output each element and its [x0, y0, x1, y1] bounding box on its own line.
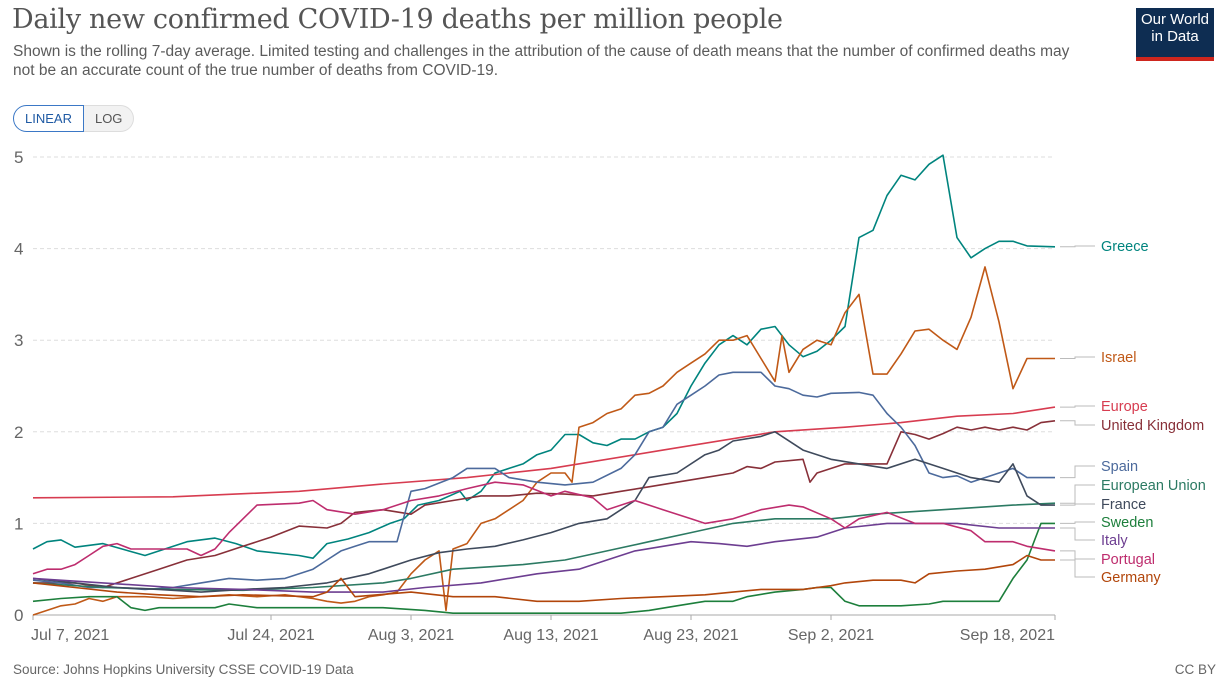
- log-button[interactable]: LOG: [83, 105, 135, 132]
- x-tick-label: Jul 7, 2021: [31, 627, 109, 644]
- legend-label: European Union: [1101, 478, 1206, 494]
- series-line-europe: [32, 406, 1056, 499]
- legend-label: France: [1101, 497, 1146, 513]
- x-tick-label: Jul 24, 2021: [227, 627, 314, 644]
- legend-connector: [1060, 503, 1095, 506]
- y-tick-label: 2: [14, 423, 23, 442]
- license-link[interactable]: CC BY: [1174, 662, 1216, 677]
- legend-connector: [1060, 245, 1095, 248]
- legend-label: Italy: [1101, 533, 1128, 549]
- y-tick-label: 4: [14, 240, 23, 259]
- legend-connector: [1060, 559, 1095, 578]
- x-tick-label: Aug 13, 2021: [503, 627, 598, 644]
- legend-label: Europe: [1101, 399, 1148, 415]
- series-line-germany: [32, 554, 1055, 603]
- source-note[interactable]: Source: Johns Hopkins University CSSE CO…: [13, 662, 354, 677]
- legend-connector: [1060, 465, 1095, 479]
- series-line-spain: [32, 371, 1055, 591]
- chart-subtitle: Shown is the rolling 7-day average. Limi…: [13, 43, 1070, 79]
- logo-line-1: Our World: [1140, 11, 1210, 28]
- series-line-italy: [32, 522, 1055, 593]
- y-tick-label: 5: [14, 148, 23, 167]
- series-line-greece: [32, 154, 1056, 559]
- x-tick-label: Sep 2, 2021: [788, 627, 874, 644]
- x-tick-label: Aug 3, 2021: [368, 627, 454, 644]
- legend-label: United Kingdom: [1101, 418, 1204, 434]
- legend-label: Israel: [1101, 350, 1136, 366]
- y-tick-label: 0: [14, 606, 23, 625]
- legend-connector: [1060, 527, 1095, 541]
- legend-connector: [1060, 484, 1095, 504]
- legend-label: Portugal: [1101, 552, 1155, 568]
- series-line-european-union: [32, 502, 1056, 592]
- legend-label: Spain: [1101, 459, 1138, 475]
- legend-connector: [1060, 521, 1095, 524]
- x-tick-label: Sep 18, 2021: [960, 627, 1055, 644]
- legend-label: Greece: [1101, 239, 1149, 255]
- legend-connector: [1060, 405, 1095, 408]
- y-tick-label: 1: [14, 514, 23, 533]
- scale-toggle: LINEAR LOG: [13, 105, 135, 132]
- legend-connector: [1060, 550, 1095, 560]
- logo-line-2: in Data: [1151, 28, 1199, 45]
- series-line-portugal: [32, 481, 1056, 575]
- legend-connector: [1060, 420, 1095, 426]
- series-line-france: [32, 431, 1055, 593]
- series-line-united-kingdom: [33, 420, 1056, 589]
- x-tick-label: Aug 23, 2021: [643, 627, 738, 644]
- legend-connector: [1060, 356, 1095, 360]
- y-tick-label: 3: [14, 331, 23, 350]
- owid-logo[interactable]: Our World in Data: [1136, 8, 1214, 61]
- linear-button[interactable]: LINEAR: [13, 105, 84, 132]
- series-line-sweden: [32, 522, 1055, 614]
- legend-label: Germany: [1101, 570, 1161, 586]
- legend-label: Sweden: [1101, 515, 1153, 531]
- chart-title: Daily new confirmed COVID-19 deaths per …: [12, 4, 783, 35]
